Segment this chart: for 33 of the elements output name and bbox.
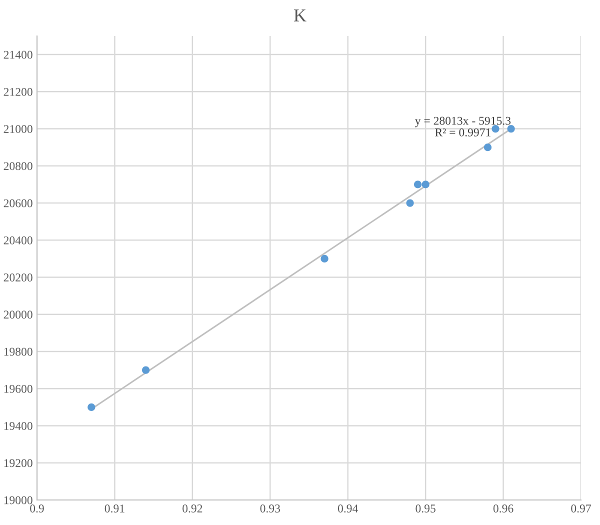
annotation: y = 28013x - 5915.3 bbox=[415, 116, 511, 128]
point bbox=[406, 199, 414, 207]
x-tick-label: 0.94 bbox=[338, 504, 358, 513]
y-tick-label: 21000 bbox=[4, 125, 32, 134]
annotation: R² = 0.9971 bbox=[435, 128, 490, 136]
x-tick-label: 0.92 bbox=[182, 504, 202, 513]
x-tick-label: 0.97 bbox=[571, 504, 591, 513]
y-tick-label: 19600 bbox=[4, 384, 32, 393]
point bbox=[422, 180, 430, 188]
x-tick-label: 0.9 bbox=[30, 504, 44, 513]
y-tick-label: 20200 bbox=[4, 274, 32, 282]
y-tick-label: 19200 bbox=[4, 459, 32, 468]
y-tick-label: 21200 bbox=[4, 88, 32, 96]
y-tick-label: 20600 bbox=[4, 199, 32, 208]
x-tick-label: 0.96 bbox=[493, 504, 514, 513]
point bbox=[88, 403, 96, 412]
y-tick-label: 19800 bbox=[4, 348, 32, 356]
y-tick-label: 21400 bbox=[4, 50, 32, 59]
x-tick-label: 0.91 bbox=[104, 504, 124, 513]
y-tick-label: 20400 bbox=[4, 236, 32, 244]
y-tick-label: 20800 bbox=[4, 162, 32, 170]
point bbox=[320, 254, 328, 263]
point bbox=[142, 366, 150, 374]
x-tick-label: 0.95 bbox=[416, 504, 436, 513]
point bbox=[507, 124, 515, 133]
y-tick-label: 20000 bbox=[4, 310, 32, 319]
point bbox=[484, 144, 492, 152]
y-tick-label: 19000 bbox=[4, 496, 32, 504]
chart-title: K bbox=[294, 10, 306, 22]
point bbox=[492, 124, 500, 133]
point bbox=[414, 180, 422, 188]
y-tick-label: 19400 bbox=[4, 422, 32, 430]
x-tick-label: 0.93 bbox=[260, 504, 280, 513]
